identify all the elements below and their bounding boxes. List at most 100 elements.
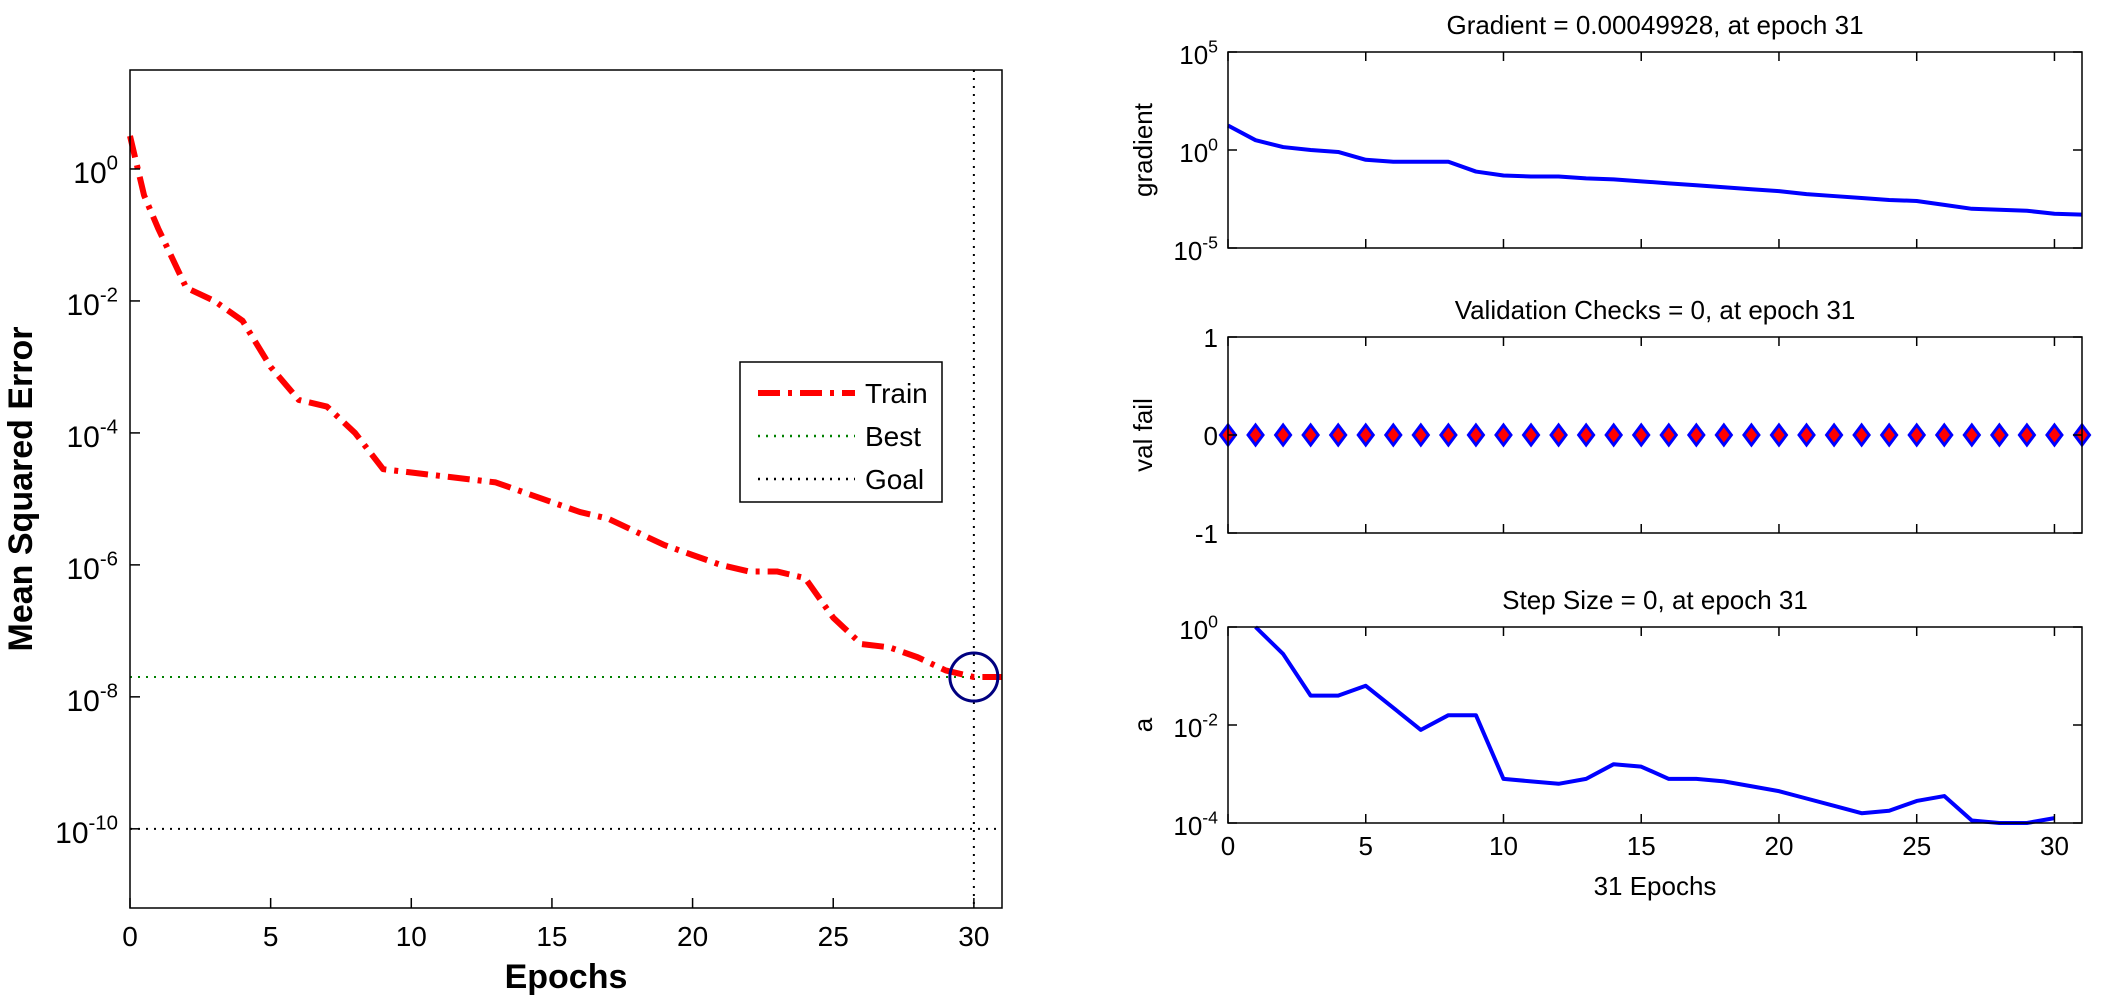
x-tick-label: 20: [1765, 831, 1794, 861]
val-fail-point: [1576, 422, 1596, 448]
gradient-title: Gradient = 0.00049928, at epoch 31: [1446, 10, 1863, 40]
val-fail-point: [1797, 422, 1816, 448]
valfail-title: Validation Checks = 0, at epoch 31: [1455, 295, 1856, 325]
valfail-chart: -1 0 1 Validation Checks = 0, at epoch 31 va…: [1128, 295, 2092, 549]
x-tick-label: 5: [263, 921, 279, 952]
y-tick-label: 10-10: [55, 812, 118, 850]
y-tick-label-base: 10: [1179, 615, 1208, 645]
valfail-plot-area: [1227, 336, 2083, 534]
y-tick-label-base: 10: [1179, 40, 1208, 70]
y-tick-label-exponent: 0: [1208, 134, 1218, 154]
val-fail-point: [1411, 422, 1431, 448]
y-tick-label: 1: [1204, 323, 1218, 353]
val-fail-point: [1852, 422, 1871, 448]
val-fail-point: [1246, 422, 1265, 448]
y-axis-title: Mean Squared Error: [2, 327, 40, 652]
best-point-marker: [948, 651, 1000, 703]
val-fail-point: [1769, 422, 1789, 448]
stepsize-series-line: [1254, 625, 2055, 825]
x-tick-label: 0: [122, 921, 138, 952]
x-tick-label: 5: [1359, 831, 1373, 861]
val-fail-point: [2045, 422, 2064, 448]
y-tick-label-exponent: -2: [1202, 709, 1218, 729]
val-fail-point: [1383, 422, 1403, 448]
gradient-plot-area: [1227, 51, 2083, 249]
x-tick-label: 20: [677, 921, 708, 952]
y-tick-label-exponent: 0: [107, 152, 118, 174]
y-tick-label-base: 10: [73, 157, 106, 190]
y-tick-label: 10-5: [1173, 232, 1218, 266]
val-fail-point: [2017, 422, 2037, 448]
mse-chart: 0 5 10 15 20 25 3010010-210-410-610-810-10Epoc…: [2, 69, 1003, 996]
val-fail-point: [1521, 422, 1541, 448]
y-tick-label-exponent: -10: [89, 812, 118, 834]
y-tick-label-base: 10: [66, 289, 99, 322]
y-tick-label-base: 10: [55, 817, 88, 850]
legend-train-label: Train: [865, 378, 928, 409]
x-tick-label: 10: [396, 921, 427, 952]
val-fail-point: [1328, 422, 1348, 448]
val-fail-point: [1604, 422, 1624, 448]
y-tick-label-exponent: -4: [100, 416, 118, 438]
x-tick-label: 15: [536, 921, 567, 952]
stepsize-title: Step Size = 0, at epoch 31: [1502, 585, 1808, 615]
x-tick-label: 25: [818, 921, 849, 952]
y-tick-label: 10-4: [1173, 807, 1218, 841]
val-fail-point: [1356, 422, 1376, 448]
y-tick-label-base: 10: [66, 421, 99, 454]
val-fail-point: [1659, 422, 1679, 448]
y-tick-label: 100: [1179, 134, 1218, 168]
val-fail-point: [1934, 422, 1954, 448]
y-tick-label: 105: [1179, 36, 1218, 70]
val-fail-point: [1962, 422, 1982, 448]
y-tick-label-exponent: -6: [100, 548, 118, 570]
legend-best-label: Best: [865, 421, 921, 452]
x-tick-label: 30: [958, 921, 989, 952]
val-fail-point: [1549, 422, 1568, 448]
y-tick-label: 10-8: [66, 680, 118, 718]
x-tick-label: 15: [1627, 831, 1656, 861]
val-fail-point: [1631, 422, 1651, 448]
legend-goal-label: Goal: [865, 464, 924, 495]
y-tick-label: 100: [73, 152, 118, 190]
stepsize-plot-area: [1227, 626, 2083, 824]
valfail-y-axis-title: val fail: [1128, 398, 1158, 472]
val-fail-point: [1439, 422, 1458, 448]
y-tick-label-exponent: 0: [1208, 611, 1218, 631]
x-tick-label: 30: [2040, 831, 2069, 861]
val-fail-point: [1273, 422, 1293, 448]
y-tick-label-base: 10: [1173, 811, 1202, 841]
y-tick-label-exponent: -4: [1202, 807, 1218, 827]
val-fail-point: [1301, 422, 1321, 448]
y-tick-label-base: 10: [66, 685, 99, 718]
y-tick-label: 10-2: [66, 284, 118, 322]
gradient-y-axis-title: gradient: [1128, 102, 1158, 197]
y-tick-label: 10-4: [66, 416, 118, 454]
val-fail-point: [1686, 422, 1706, 448]
y-tick-label-exponent: -2: [100, 284, 118, 306]
mse-plot-area: [129, 69, 1003, 909]
y-tick-label: 0: [1204, 421, 1218, 451]
stepsize-x-axis-title: 31 Epochs: [1594, 871, 1717, 901]
legend-box: [739, 361, 943, 503]
y-tick-label-base: 10: [1179, 138, 1208, 168]
val-fail-point: [1907, 422, 1927, 448]
val-fail-point: [1466, 422, 1486, 448]
y-tick-label: 10-6: [66, 548, 118, 586]
y-tick-label-base: 10: [1173, 713, 1202, 743]
x-tick-label: 0: [1221, 831, 1235, 861]
y-tick-label-base: 10: [66, 553, 99, 586]
y-tick-label: 100: [1179, 611, 1218, 645]
val-fail-point: [1824, 422, 1844, 448]
val-fail-point: [1879, 422, 1899, 448]
y-tick-label-exponent: -5: [1202, 232, 1218, 252]
y-tick-label: -1: [1195, 519, 1218, 549]
y-tick-label-exponent: -8: [100, 680, 118, 702]
x-tick-label: 10: [1489, 831, 1518, 861]
y-tick-label: 10-2: [1173, 709, 1218, 743]
val-fail-point: [1742, 422, 1761, 448]
val-fail-point: [1989, 422, 2009, 448]
